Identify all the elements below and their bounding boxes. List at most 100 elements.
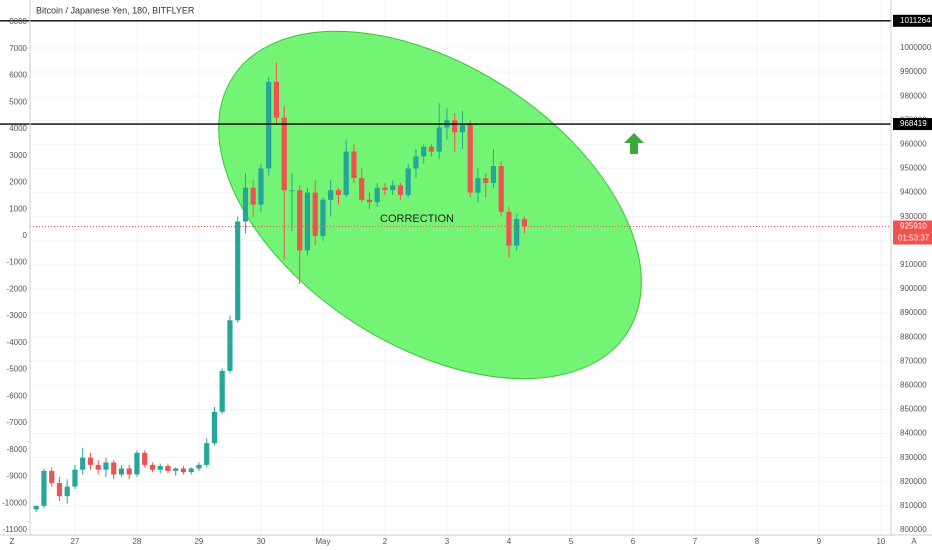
candle-body [405, 168, 411, 195]
candle-body [281, 117, 287, 191]
y-tick-label: 870000 [900, 356, 927, 365]
y2-tick-label: 2000 [9, 178, 27, 187]
y-tick-label: 860000 [900, 380, 927, 389]
candle-body [204, 443, 210, 465]
candle-body [219, 370, 225, 412]
x-tick-label: 30 [256, 537, 265, 546]
x-tick-label: 27 [70, 537, 79, 546]
y2-tick-label: 3000 [9, 151, 27, 160]
candle-body [196, 464, 202, 469]
y-tick-label: 890000 [900, 308, 927, 317]
y2-tick-label: -11000 [3, 525, 28, 534]
x-tick-label: 5 [569, 537, 574, 546]
candle-body [428, 146, 435, 152]
x-tick-label: 8 [755, 537, 760, 546]
candle-body [514, 219, 520, 246]
y2-tick-label: -10000 [2, 498, 27, 507]
candle-body [235, 221, 241, 321]
correction-ellipse [218, 30, 642, 380]
candles [0, 20, 891, 512]
candle-body [180, 468, 187, 473]
candle-body [335, 190, 342, 195]
zoom-button[interactable]: Z [10, 537, 15, 546]
candle-body [72, 469, 78, 487]
x-tick-label: 7 [693, 537, 698, 546]
y-tick-label: 810000 [900, 501, 927, 510]
price-label: 1011264 [900, 16, 931, 25]
candle-body [157, 466, 163, 470]
candle-body [374, 187, 380, 203]
y-tick-label: 820000 [900, 477, 927, 486]
candle-body [33, 505, 39, 510]
y-tick-label: 940000 [900, 188, 927, 197]
y2-tick-label: 6000 [9, 71, 27, 80]
price-label: 968419 [900, 119, 927, 128]
candle-body [312, 192, 318, 236]
candle-body [467, 125, 473, 193]
y2-tick-label: 5000 [9, 97, 27, 106]
candle-body [250, 187, 256, 205]
candle-body [483, 178, 489, 183]
x-tick-label: 3 [445, 537, 450, 546]
last-price-box [893, 220, 932, 245]
candle-body [87, 457, 94, 465]
candle-body [149, 464, 156, 470]
y2-tick-label: -1000 [7, 258, 28, 267]
candle-body [118, 468, 125, 475]
candle-body [227, 320, 233, 371]
x-tick-label: May [315, 537, 330, 546]
candle-body [242, 187, 249, 222]
candle-body [111, 462, 117, 475]
y-tick-label: 930000 [900, 212, 927, 221]
candle-body [521, 219, 528, 227]
candle-body [328, 190, 334, 200]
x-tick-label: 2 [383, 537, 388, 546]
y2-tick-label: 0 [23, 231, 28, 240]
y-tick-label: 880000 [900, 332, 927, 341]
candle-body [41, 470, 47, 506]
candle-body [134, 452, 140, 475]
y-tick-label: 830000 [900, 453, 927, 462]
x-tick-label: 9 [817, 537, 822, 546]
candle-body [95, 464, 101, 470]
y-tick-label: 950000 [900, 164, 927, 173]
candle-body [359, 178, 365, 200]
y-tick-label: 840000 [900, 429, 927, 438]
last-price-label: 925910 [900, 222, 927, 231]
candle-body [475, 178, 481, 193]
candle-body [304, 192, 311, 251]
y2-tick-label: 4000 [9, 124, 27, 133]
y2-tick-label: -4000 [7, 338, 28, 347]
candle-body [103, 462, 109, 470]
candle-body [142, 452, 148, 465]
candle-body [490, 166, 497, 183]
candle-body [49, 470, 55, 483]
x-tick-label: 29 [194, 537, 203, 546]
candle-body [351, 151, 357, 179]
y-tick-label: 980000 [900, 91, 927, 100]
candle-body [126, 468, 132, 475]
annotation: CORRECTION [380, 213, 454, 225]
axes: 8000008100008200008300008400008500008600… [2, 14, 932, 546]
candle-body [64, 486, 70, 497]
y2-tick-label: 7000 [9, 44, 27, 53]
candle-body [421, 146, 427, 157]
candle-body [289, 190, 295, 192]
x-tick-label: 10 [876, 537, 885, 546]
candle-body [165, 466, 171, 471]
candle-body [56, 482, 63, 497]
candle-body [188, 468, 194, 473]
y2-tick-label: -3000 [7, 311, 28, 320]
candle-body [80, 457, 86, 470]
auto-scale-button[interactable]: A [911, 537, 917, 546]
countdown-label: 01:53:37 [898, 234, 930, 243]
candle-body [390, 185, 396, 191]
candle-body [343, 151, 349, 195]
x-tick-label: 4 [507, 537, 512, 546]
x-tick-label: 6 [631, 537, 636, 546]
candle-body [211, 411, 218, 444]
candle-body [320, 199, 326, 236]
y-tick-label: 900000 [900, 284, 927, 293]
y2-tick-label: -5000 [7, 365, 28, 374]
